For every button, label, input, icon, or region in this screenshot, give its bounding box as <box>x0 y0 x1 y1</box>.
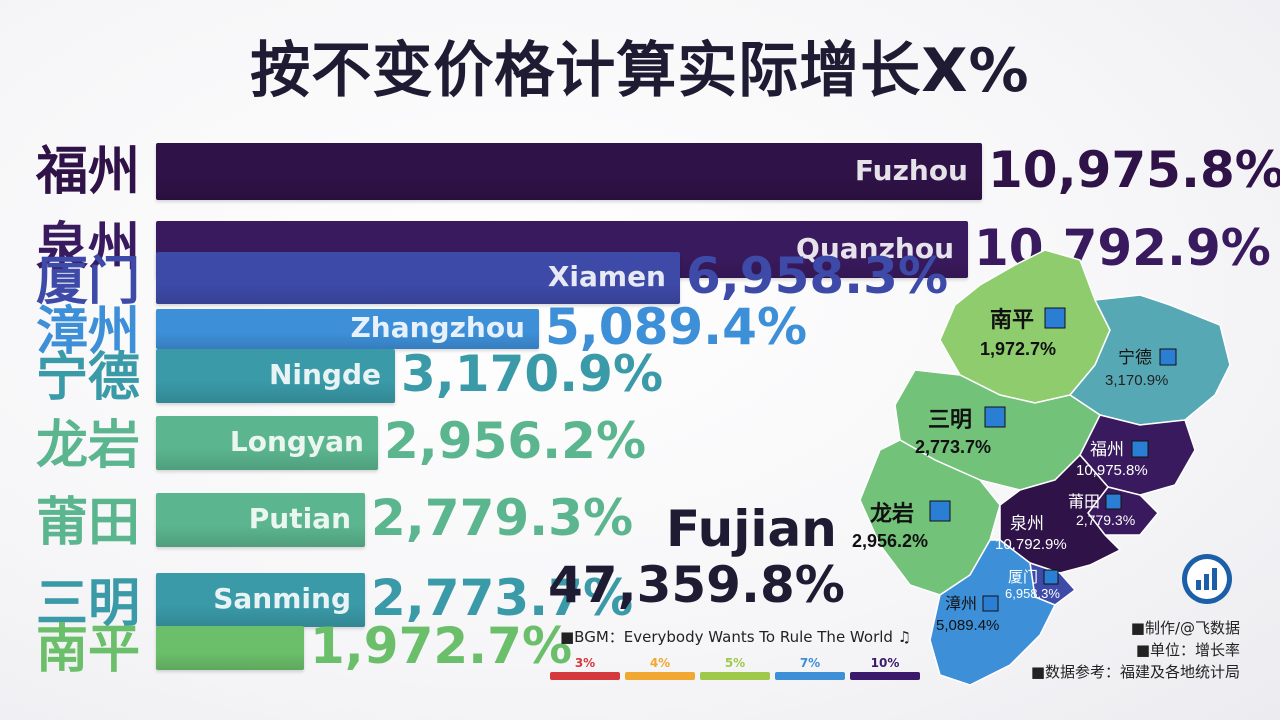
map-label-name: 莆田 <box>1068 493 1100 511</box>
bar-value-label: 3,170.9% <box>401 345 664 403</box>
up-arrow-icon <box>1131 440 1149 458</box>
map-label-name: 福州 <box>1090 440 1124 459</box>
bar <box>156 309 539 349</box>
map-label-name: 龙岩 <box>870 501 914 526</box>
bar-english-label: Zhangzhou <box>350 311 525 344</box>
category-label: 福州 <box>36 142 141 202</box>
bgm-caption: ■BGM：Everybody Wants To Rule The World ♫ <box>560 628 912 646</box>
category-label: 漳州 <box>36 302 141 362</box>
legend-label: 7% <box>799 656 821 670</box>
category-label: 三明 <box>36 574 141 634</box>
category-label: 泉州 <box>36 218 141 278</box>
color-legend: 3% 4% 5% 7% 10% <box>550 656 930 686</box>
map-label-value: 10,975.8% <box>1076 462 1148 479</box>
map-label-value: 10,792.9% <box>995 536 1067 553</box>
category-label: 龙岩 <box>36 416 141 476</box>
legend-label: 3% <box>574 656 596 670</box>
credit-source: ■数据参考：福建及各地统计局 <box>1030 663 1240 681</box>
bar-value-label: 1,972.7% <box>310 617 573 675</box>
bar-english-label: Xiamen <box>547 260 666 293</box>
bar <box>156 493 365 547</box>
map-region-zhangzhou <box>929 539 1057 686</box>
bar-english-label: Ningde <box>268 358 381 391</box>
chart-title: 按不变价格计算实际增长X% <box>250 36 1030 106</box>
map-label-name: 宁德 <box>1118 348 1152 367</box>
legend-item-7: 7% <box>775 656 845 680</box>
up-arrow-icon <box>1105 493 1122 510</box>
bar-english-label: Fuzhou <box>854 153 968 187</box>
map-label-name: 泉州 <box>1010 514 1044 533</box>
up-arrow-icon <box>1044 307 1066 329</box>
legend-item-10: 10% <box>850 656 920 680</box>
credit-author: ■制作/@飞数据 <box>1130 619 1240 637</box>
map-label-value: 1,972.7% <box>980 339 1056 359</box>
bar-english-label: Quanzhou <box>796 231 954 265</box>
map-label-value: 5,089.4% <box>936 617 999 634</box>
bar-value-label: 2,779.3% <box>371 489 634 547</box>
up-arrow-icon <box>1159 348 1177 366</box>
bar-english-label: Longyan <box>229 425 364 458</box>
up-arrow-icon <box>929 500 951 522</box>
bar <box>156 626 304 670</box>
legend-label: 10% <box>870 656 900 670</box>
bar-english-label: Sanming <box>213 582 351 615</box>
up-arrow-icon <box>984 406 1006 428</box>
credit-unit: ■单位：增长率 <box>1135 641 1240 659</box>
map-label-name: 南平 <box>990 307 1034 332</box>
map-label-value: 2,773.7% <box>915 437 991 457</box>
bar <box>156 349 395 403</box>
legend-item-3: 3% <box>550 656 620 680</box>
legend-swatch <box>700 672 770 680</box>
bar-value-label: 5,089.4% <box>545 298 808 356</box>
legend-swatch <box>625 672 695 680</box>
category-label: 南平 <box>36 620 141 680</box>
category-label: 宁德 <box>36 348 141 408</box>
legend-swatch <box>775 672 845 680</box>
fujian-map: 南平 1,972.7% 宁德 3,170.9% 三明 2,773.7% 福州 1… <box>852 249 1231 686</box>
map-label-value: 2,779.3% <box>1076 512 1135 528</box>
legend-item-5: 5% <box>700 656 770 680</box>
map-label-name: 三明 <box>928 407 972 432</box>
legend-swatch <box>850 672 920 680</box>
bar-english-label: Putian <box>248 502 351 535</box>
brand-logo-icon <box>1182 554 1232 604</box>
map-label-name: 漳州 <box>945 595 977 613</box>
map-label-value: 6,958.3% <box>1005 586 1060 601</box>
legend-swatch <box>550 672 620 680</box>
bar <box>156 143 982 200</box>
bar-value-label: 10,975.8% <box>988 140 1280 199</box>
legend-label: 4% <box>649 656 671 670</box>
legend-item-4: 4% <box>625 656 695 680</box>
credits: ■制作/@飞数据 ■单位：增长率 ■数据参考：福建及各地统计局 <box>1031 617 1240 683</box>
category-label: 莆田 <box>36 493 141 553</box>
map-label-value: 3,170.9% <box>1105 372 1168 389</box>
legend-label: 5% <box>724 656 746 670</box>
bar <box>156 573 365 627</box>
total-region-value: 47,359.8% <box>548 556 845 614</box>
total-region-name: Fujian <box>666 500 837 558</box>
up-arrow-icon <box>982 595 999 612</box>
bar-value-label: 2,956.2% <box>384 412 647 470</box>
bar-value-label: 6,958.3% <box>686 247 949 305</box>
bar-value-label: 2,773.7% <box>371 569 634 627</box>
map-label-name: 厦门 <box>1008 569 1038 586</box>
bar <box>156 252 680 304</box>
map-label-value: 2,956.2% <box>852 531 928 551</box>
category-label: 厦门 <box>36 252 141 312</box>
up-arrow-icon <box>1043 569 1059 585</box>
bar <box>156 416 378 470</box>
